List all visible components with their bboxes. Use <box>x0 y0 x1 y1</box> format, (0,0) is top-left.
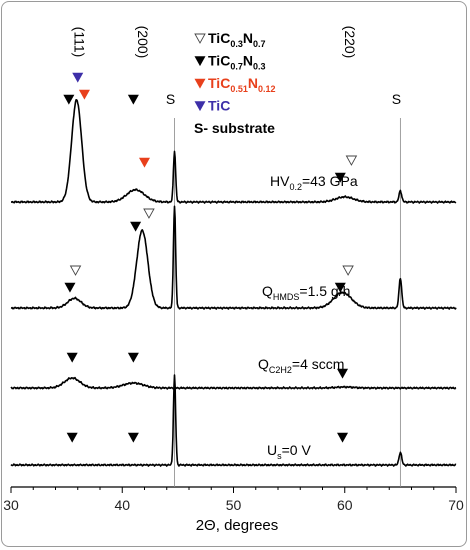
filled-triangle-marker <box>66 352 78 363</box>
filled-triangle-marker <box>194 101 206 112</box>
series-label-main: U <box>267 442 277 458</box>
series-line <box>10 374 457 467</box>
x-tick-label: 40 <box>114 497 130 513</box>
legend-sub1: 0.51 <box>230 84 248 94</box>
series-label-rest: =43 GPa <box>302 173 358 189</box>
legend-label: S- substrate <box>194 120 275 136</box>
filled-triangle-marker <box>130 221 142 232</box>
reflection-labels: (111) (200) (220) <box>71 26 357 59</box>
filled-triangle-marker <box>63 94 75 105</box>
filled-triangle-marker <box>72 72 84 83</box>
legend-mid: N <box>243 30 253 46</box>
series-label: QC2H2=4 sccm <box>258 356 344 375</box>
legend-label: TiC <box>208 53 230 69</box>
filled-triangle-marker <box>334 172 346 183</box>
filled-triangle-marker <box>127 432 139 443</box>
series-label-sub: C2H2 <box>269 365 292 375</box>
substrate-label: S <box>166 91 175 107</box>
substrate-label: S <box>392 91 401 107</box>
reflection-label: (200) <box>135 26 151 59</box>
legend-sub2: 0.3 <box>253 62 266 72</box>
filled-triangle-marker <box>337 368 349 379</box>
series-label-rest: =1.5 g/h <box>299 283 350 299</box>
legend-label: TiC <box>208 75 230 91</box>
open-triangle-marker <box>143 208 155 219</box>
filled-triangle-marker <box>127 94 139 105</box>
legend-entry: TiC0.7N0.3 <box>208 53 265 72</box>
open-triangle-marker <box>345 155 358 166</box>
filled-triangle-marker <box>194 56 206 67</box>
legend-sub2: 0.12 <box>258 84 276 94</box>
x-tick-label: 50 <box>226 497 242 513</box>
series-label-sub: 0.2 <box>289 182 302 192</box>
phase-markers <box>63 72 358 443</box>
reflection-label: (111) <box>71 27 87 58</box>
legend-sub2: 0.7 <box>253 39 266 49</box>
series-label-main: Q <box>258 356 269 372</box>
legend-entry: TiC0.51N0.12 <box>208 75 276 94</box>
series-label-sub: s <box>277 451 282 461</box>
legend-sub1: 0.3 <box>230 39 243 49</box>
filled-triangle-marker <box>64 282 76 293</box>
x-tick-label: 60 <box>337 497 353 513</box>
filled-triangle-marker <box>127 352 139 363</box>
series-traces <box>10 99 457 467</box>
series-label-rest: =4 sccm <box>292 356 345 372</box>
series-label: QHMDS=1.5 g/h <box>262 283 350 302</box>
series-label-main: Q <box>262 283 273 299</box>
open-triangle-marker <box>69 265 82 276</box>
series-label: Us=0 V <box>267 442 311 461</box>
filled-triangle-marker <box>138 157 151 168</box>
series-label-sub: HMDS <box>273 292 300 302</box>
legend-entry: S- substrate <box>194 120 275 136</box>
series-label-rest: =0 V <box>282 442 312 458</box>
open-triangle-marker <box>194 33 206 44</box>
legend-label: TiC <box>208 98 230 114</box>
filled-triangle-marker <box>78 89 90 100</box>
reflection-label: (220) <box>342 26 358 59</box>
open-triangle-marker <box>342 265 354 276</box>
filled-triangle-marker <box>66 432 78 443</box>
x-tick-label: 70 <box>448 497 464 513</box>
legend-entry: TiC0.3N0.7 <box>208 30 265 49</box>
x-axis-title: 2Θ, degrees <box>196 517 279 534</box>
legend-entry: TiC <box>208 98 230 114</box>
series-label-main: HV <box>270 173 290 189</box>
filled-triangle-marker <box>334 282 346 293</box>
series-line <box>10 205 457 310</box>
legend-sub1: 0.7 <box>230 62 243 72</box>
x-tick-label: 30 <box>3 497 19 513</box>
filled-triangle-marker <box>194 78 206 89</box>
x-axis: 30 40 50 60 70 <box>3 486 464 513</box>
legend-mid: N <box>248 75 258 91</box>
series-line <box>10 99 457 204</box>
series-label: HV0.2=43 GPa <box>270 173 358 192</box>
legend-mid: N <box>243 53 253 69</box>
legend-label: TiC <box>208 30 230 46</box>
filled-triangle-marker <box>337 432 349 443</box>
series-line <box>10 376 457 390</box>
